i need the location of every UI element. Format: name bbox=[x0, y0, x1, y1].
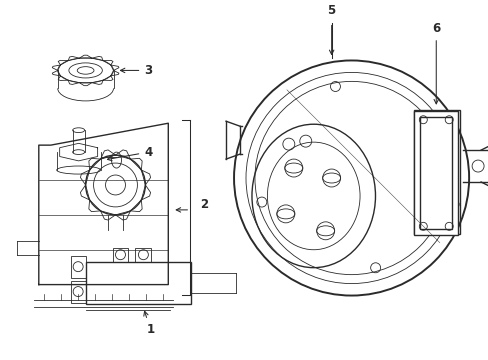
Bar bbox=[413, 110, 459, 234]
Bar bbox=[413, 111, 457, 235]
Bar bbox=[71, 280, 86, 302]
Bar bbox=[86, 262, 190, 303]
Bar bbox=[135, 248, 151, 262]
Text: 1: 1 bbox=[143, 311, 154, 336]
Text: 4: 4 bbox=[107, 145, 152, 161]
Text: 6: 6 bbox=[431, 22, 440, 104]
Bar bbox=[422, 115, 451, 229]
Bar bbox=[71, 256, 86, 278]
Bar bbox=[112, 248, 128, 262]
Bar bbox=[420, 117, 451, 229]
Text: 3: 3 bbox=[120, 64, 152, 77]
Text: 5: 5 bbox=[327, 4, 335, 17]
Text: 2: 2 bbox=[200, 198, 208, 211]
